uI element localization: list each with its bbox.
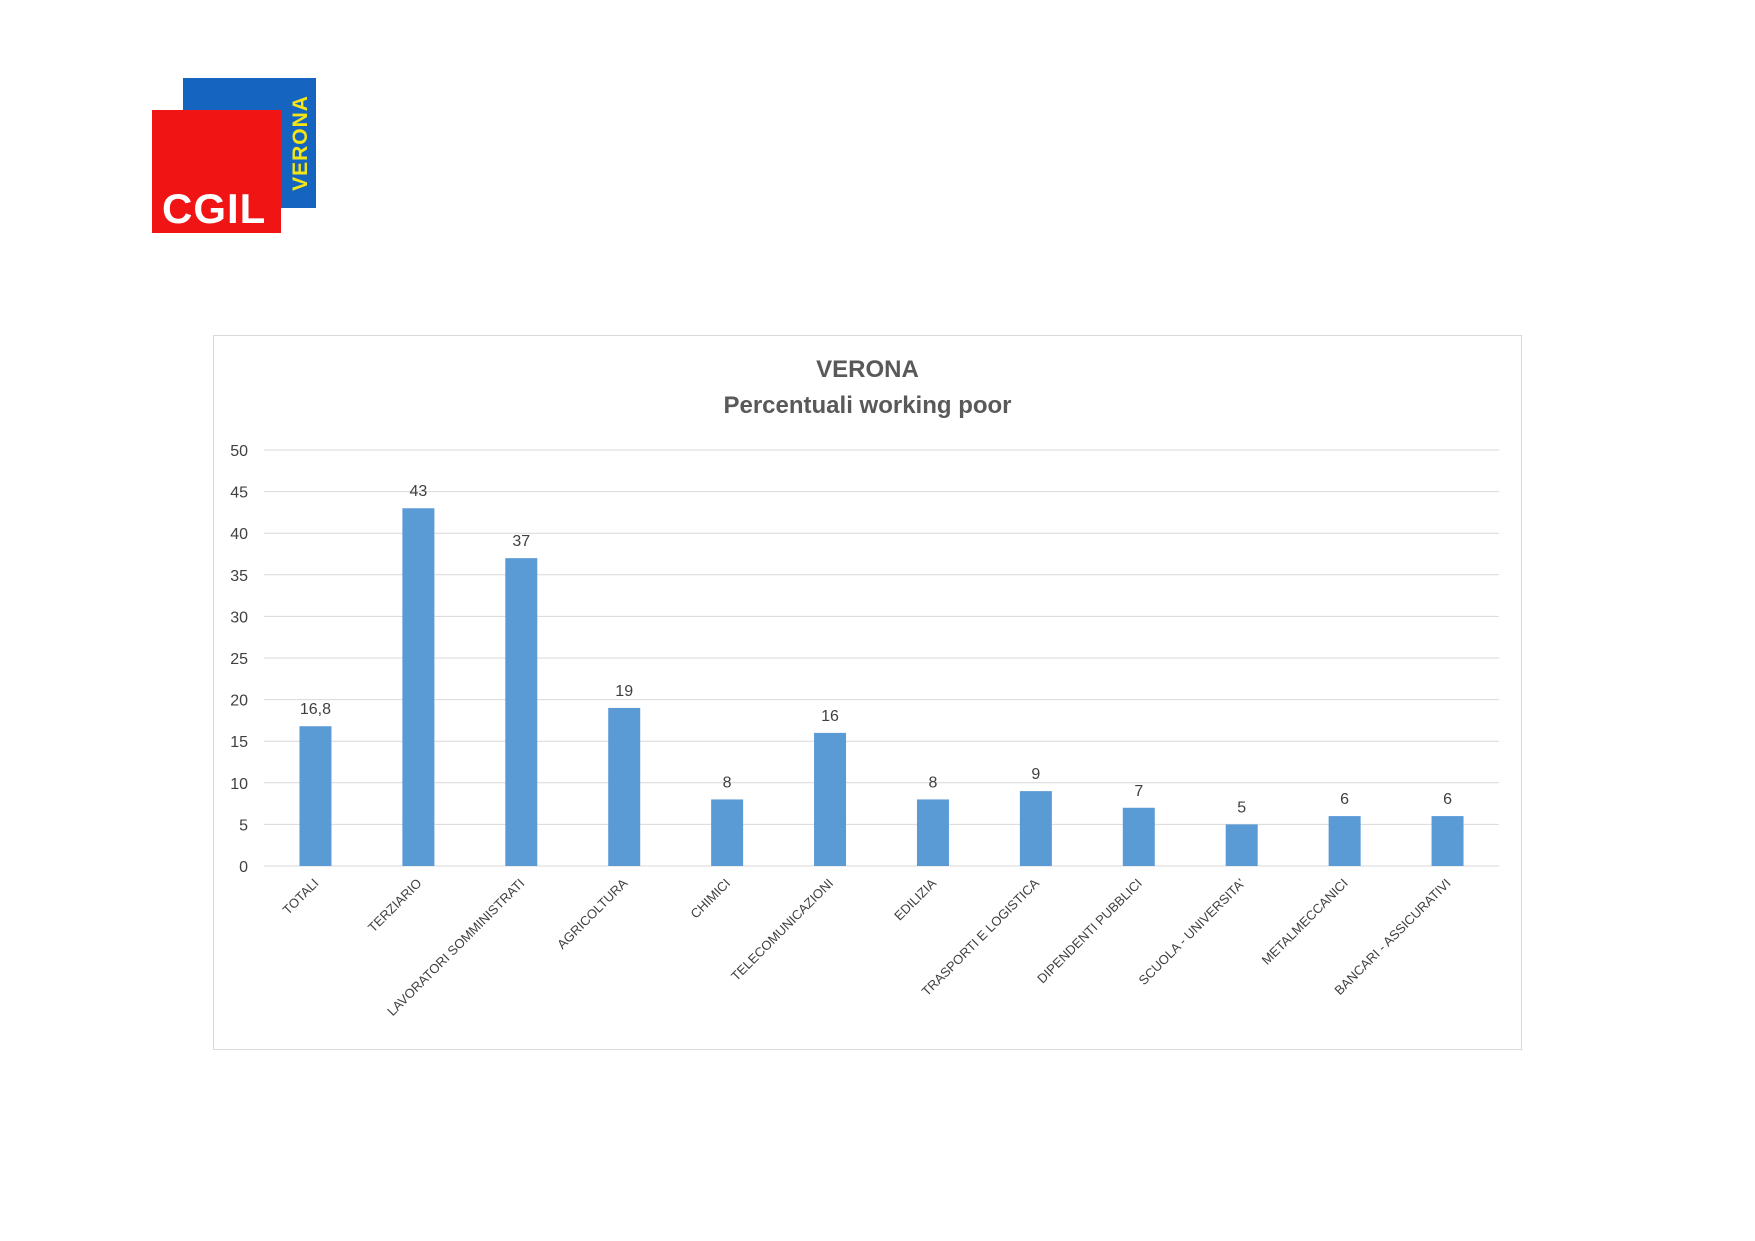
x-tick-label: DIPENDENTI PUBBLICI xyxy=(1034,876,1145,987)
data-label: 43 xyxy=(409,483,427,500)
y-tick-label: 10 xyxy=(230,776,248,793)
x-tick-label: BANCARI - ASSICURATIVI xyxy=(1331,876,1453,998)
y-tick-label: 0 xyxy=(239,859,248,876)
cgil-verona-logo: CGIL VERONA xyxy=(152,78,316,233)
data-label: 16,8 xyxy=(300,701,331,718)
y-tick-label: 50 xyxy=(230,443,248,460)
logo-brand-text: CGIL xyxy=(162,185,267,232)
y-tick-label: 40 xyxy=(230,526,248,543)
chart-area: VERONA Percentuali working poor 0 5 10 15 20… xyxy=(213,335,1522,1050)
x-tick-label: METALMECCANICI xyxy=(1259,876,1351,968)
logo-red-square xyxy=(152,110,281,233)
bar xyxy=(505,558,538,866)
y-tick-label: 20 xyxy=(230,693,248,710)
data-labels: 16,8 43 37 19 8 16 8 9 7 5 6 6 xyxy=(300,483,1452,816)
data-label: 7 xyxy=(1134,783,1143,800)
bar xyxy=(402,508,435,866)
y-tick-label: 5 xyxy=(239,817,248,834)
data-label: 19 xyxy=(615,683,633,700)
data-label: 6 xyxy=(1443,791,1452,808)
bar xyxy=(1328,816,1361,866)
data-label: 37 xyxy=(512,533,530,550)
x-tick-label: TELECOMUNICAZIONI xyxy=(728,876,836,984)
data-label: 16 xyxy=(821,708,839,725)
data-label: 8 xyxy=(929,774,938,791)
data-label: 6 xyxy=(1340,791,1349,808)
bar xyxy=(711,799,744,866)
bar xyxy=(1225,824,1258,866)
chart-subtitle: Percentuali working poor xyxy=(723,392,1012,419)
y-tick-label: 45 xyxy=(230,485,248,502)
logo-city-text: VERONA xyxy=(288,95,312,191)
y-tick-label: 25 xyxy=(230,651,248,668)
x-tick-label: AGRICOLTURA xyxy=(554,875,631,952)
bar xyxy=(1019,791,1052,866)
data-label: 9 xyxy=(1031,766,1040,783)
bar xyxy=(916,799,949,866)
x-tick-label: SCUOLA - UNIVERSITA' xyxy=(1136,876,1248,988)
x-tick-label: TERZIARIO xyxy=(365,876,425,936)
x-tick-label: EDILIZIA xyxy=(891,875,939,923)
y-tick-label: 30 xyxy=(230,609,248,626)
y-tick-label: 35 xyxy=(230,568,248,585)
bar xyxy=(1431,816,1464,866)
x-tick-label: TRASPORTI E LOGISTICA xyxy=(919,875,1043,999)
data-label: 5 xyxy=(1237,799,1246,816)
bar-chart: 0 5 10 15 20 25 30 35 40 45 50 16,8 43 37 19 8 16 8 9 7 5 6 6… xyxy=(230,443,1499,1019)
x-tick-label: TOTALI xyxy=(280,876,322,918)
logo-city: VERONA xyxy=(285,78,316,208)
y-tick-label: 15 xyxy=(230,734,248,751)
chart-title: VERONA xyxy=(816,356,919,383)
x-tick-label: CHIMICI xyxy=(687,876,733,922)
bar xyxy=(1122,807,1155,866)
bar xyxy=(299,726,332,866)
bar xyxy=(608,707,641,866)
bar xyxy=(814,732,847,866)
y-axis-ticks: 0 5 10 15 20 25 30 35 40 45 50 xyxy=(230,443,248,876)
gridlines xyxy=(264,449,1499,867)
bars xyxy=(299,508,1464,866)
data-label: 8 xyxy=(723,774,732,791)
